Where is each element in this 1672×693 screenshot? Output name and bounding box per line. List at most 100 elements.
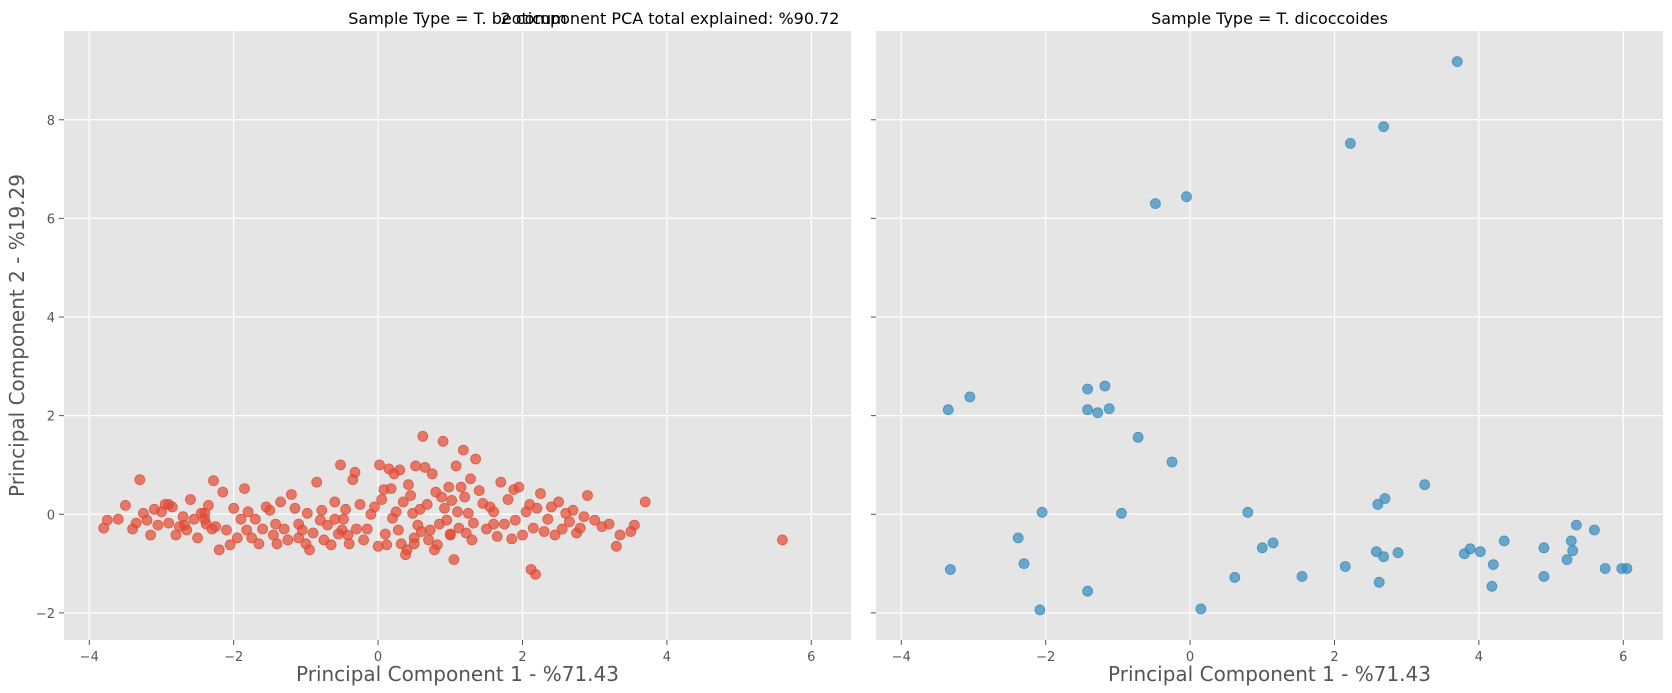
x-axis-label: Principal Component 1 - %71.43 [296, 662, 619, 686]
tick-labels: −4 −2 0 2 4 6 [871, 119, 1627, 665]
scatter-point [1378, 121, 1389, 133]
scatter-point [1599, 563, 1611, 574]
scatter-point [443, 481, 455, 493]
scatter-point [610, 540, 622, 552]
scatter-point [213, 544, 225, 556]
scatter-point [535, 488, 546, 499]
scatter-point [538, 526, 550, 537]
x-tick-label: 6 [807, 650, 815, 665]
scatter-point [436, 491, 448, 503]
scatter-point [264, 504, 276, 516]
scatter-point [452, 506, 463, 518]
scatter-point [415, 526, 427, 537]
scatter-point [1082, 404, 1093, 416]
scatter-point [777, 534, 788, 546]
x-tick-label: 4 [1475, 650, 1483, 665]
scatter-point [253, 538, 265, 550]
scatter-point [578, 511, 590, 523]
scatter-point [945, 564, 956, 575]
panel-title: Sample Type = T. dicoccoides [1151, 9, 1388, 28]
scatter-point [517, 529, 528, 541]
scatter-point [1256, 542, 1268, 554]
scatter-point [199, 507, 211, 519]
scatter-point [221, 524, 232, 536]
scatter-point [467, 517, 479, 529]
scatter-point [1372, 498, 1384, 510]
scatter-point [379, 528, 391, 540]
panel-background [64, 31, 851, 640]
scatter-point [242, 506, 254, 518]
scatter-point [271, 538, 283, 550]
scatter-point [460, 527, 472, 539]
scatter-point [1561, 554, 1573, 565]
scatter-point [549, 529, 561, 541]
scatter-point [603, 518, 615, 530]
scatter-point [304, 544, 315, 556]
scatter-point [446, 494, 458, 506]
scatter-point [1392, 547, 1404, 559]
scatter-point [231, 532, 243, 544]
scatter-point [402, 479, 414, 491]
scatter-point [101, 514, 113, 526]
scatter-point [426, 468, 438, 480]
scatter-point [249, 513, 261, 525]
scatter-point [450, 460, 462, 472]
scatter-point [506, 533, 518, 545]
scatter-point [1116, 507, 1127, 519]
scatter-point [257, 523, 269, 535]
scatter-point [473, 485, 485, 497]
scatter-point [564, 516, 575, 528]
panel-background [876, 31, 1663, 640]
scatter-point [130, 517, 142, 529]
scatter-point [448, 554, 460, 565]
scatter-point [246, 532, 258, 544]
scatter-point [509, 514, 521, 526]
scatter-point [188, 513, 200, 525]
panel-dicoccoides: −4 −2 0 2 4 6 Sample Type = T. dicoccoides Pr… [871, 9, 1663, 686]
scatter-point [184, 494, 196, 505]
scatter-point [1181, 191, 1192, 203]
scatter-point [376, 494, 388, 505]
scatter-point [431, 539, 443, 551]
scatter-point [441, 514, 453, 526]
scatter-point [307, 527, 319, 539]
scatter-point [629, 519, 640, 531]
scatter-point [437, 435, 449, 447]
scatter-point [1378, 551, 1389, 563]
panel-title: Sample Type = T. beoticum [348, 9, 566, 28]
y-axis-label: Principal Component 2 - %19.29 [5, 174, 29, 497]
scatter-point [316, 504, 328, 516]
scatter-point [1538, 571, 1550, 582]
scatter-point [361, 523, 373, 535]
x-tick-label: −2 [1036, 650, 1055, 665]
scatter-point [1092, 407, 1104, 419]
scatter-point [466, 534, 478, 546]
y-tick-label: 0 [47, 508, 55, 523]
scatter-point [439, 502, 450, 514]
scatter-point [145, 529, 157, 541]
scatter-point [1567, 545, 1579, 557]
scatter-point [417, 430, 429, 442]
scatter-point [335, 459, 346, 471]
scatter-point [1451, 56, 1463, 67]
scatter-point [527, 522, 539, 534]
scatter-point [289, 502, 301, 514]
scatter-point [556, 523, 568, 535]
x-axis-label: Principal Component 1 - %71.43 [1108, 662, 1431, 686]
scatter-point [1589, 524, 1600, 536]
scatter-point [1565, 535, 1577, 547]
scatter-point [470, 453, 482, 465]
scatter-point [325, 539, 337, 551]
scatter-point [419, 461, 431, 473]
scatter-point [374, 459, 385, 471]
scatter-point [322, 519, 333, 531]
scatter-point [1474, 546, 1486, 558]
scatter-point [349, 466, 361, 478]
scatter-point [455, 481, 467, 493]
scatter-point [1132, 431, 1144, 443]
y-tick-label: 4 [47, 311, 55, 326]
scatter-point [390, 506, 402, 518]
scatter-point [394, 464, 406, 476]
y-tick-label: 6 [47, 212, 55, 227]
